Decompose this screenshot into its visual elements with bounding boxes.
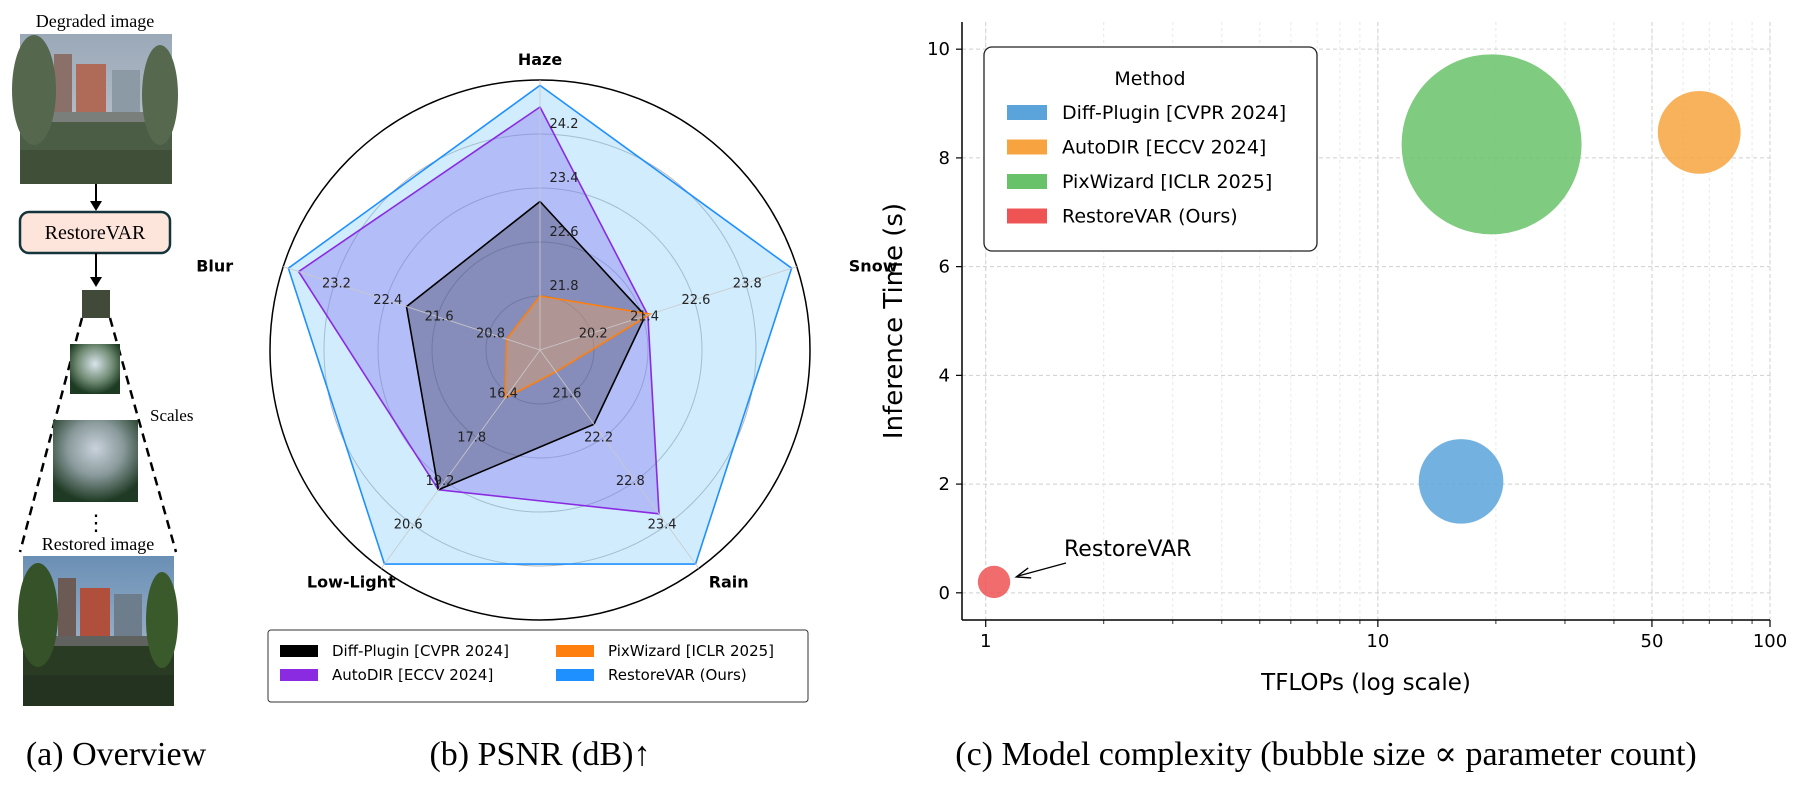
radar-tick-label: 20.2	[579, 326, 608, 341]
radar-axis-label-haze: Haze	[518, 50, 563, 69]
legend-swatch-restorevar-ours	[1007, 208, 1047, 224]
radar-spoke	[539, 349, 700, 569]
legend-label-diff-plugin-cvpr-2024: Diff-Plugin [CVPR 2024]	[332, 642, 509, 660]
overview-panel: Degraded image RestoreVAR Scales ⋮ Resto…	[12, 11, 207, 773]
legend-label-restorevar-ours: RestoreVAR (Ours)	[608, 666, 747, 684]
legend-label-autodir-eccv-2024: AutoDIR [ECCV 2024]	[1062, 137, 1266, 159]
x-tick-label: 100	[1753, 631, 1787, 652]
radar-axis-label-low-light: Low-Light	[307, 572, 396, 591]
y-axis-label: Inference Time (s)	[879, 203, 909, 439]
radar-tick-label: 21.8	[550, 279, 579, 294]
x-axis-label: TFLOPs (log scale)	[1260, 670, 1471, 696]
degraded-image-label: Degraded image	[36, 11, 154, 31]
radar-tick-label: 23.2	[322, 276, 351, 291]
radar-chart: 21.8 22.6 23.4 24.2 20.2 21.4 22.6 23.8 21.6 22.2…	[196, 50, 898, 703]
radar-tick-label: 22.2	[584, 430, 613, 445]
y-tick-label: 0	[939, 583, 950, 604]
scale-image-large	[53, 420, 138, 502]
radar-caption: (b) PSNR (dB)↑	[429, 736, 650, 773]
radar-tick-label: 24.2	[550, 117, 579, 132]
bubble-autodir-eccv-2024	[1657, 90, 1741, 174]
radar-tick-label: 21.6	[552, 387, 581, 402]
radar-tick-label: 22.4	[373, 293, 402, 308]
legend-label-autodir-eccv-2024: AutoDIR [ECCV 2024]	[332, 666, 493, 684]
legend-swatch-restorevar-ours	[556, 669, 594, 681]
bubble-restorevar-ours	[977, 565, 1011, 599]
model-label: RestoreVAR	[45, 222, 146, 244]
overview-caption: (a) Overview	[26, 736, 207, 773]
legend-label-pixwizard-iclr-2025: PixWizard [ICLR 2025]	[608, 642, 774, 660]
x-tick-label: 10	[1366, 631, 1389, 652]
radar-axis-label-rain: Rain	[709, 572, 749, 591]
x-tick-label: 1	[980, 631, 991, 652]
legend-label-restorevar-ours: RestoreVAR (Ours)	[1062, 206, 1238, 228]
bubble-legend: Method Diff-Plugin [CVPR 2024] AutoDIR [EC…	[983, 46, 1318, 252]
radar-tick-label: 20.8	[476, 326, 505, 341]
ellipsis: ⋮	[85, 510, 107, 535]
scales-label: Scales	[150, 406, 193, 425]
scale-image-medium	[70, 344, 120, 394]
radar-tick-label: 19.2	[425, 474, 454, 489]
legend-swatch-diff-plugin-cvpr-2024	[280, 645, 318, 657]
radar-tick-label: 23.8	[733, 276, 762, 291]
radar-axis-label-snow: Snow	[849, 257, 898, 276]
legend-swatch-diff-plugin-cvpr-2024	[1007, 105, 1047, 120]
radar-series-autodir-eccv-2024	[297, 105, 660, 515]
x-tick-label: 50	[1641, 631, 1664, 652]
bubble-diff-plugin-cvpr-2024	[1418, 439, 1504, 524]
annotation-arrow	[1018, 562, 1067, 577]
radar-tick-label: 22.8	[616, 474, 645, 489]
radar-tick-label: 22.6	[681, 293, 710, 308]
radar-tick-label: 20.6	[394, 518, 423, 533]
bubble-caption: (c) Model complexity (bubble size ∝ para…	[955, 736, 1696, 773]
radar-tick-label: 21.4	[630, 310, 659, 325]
legend-swatch-autodir-eccv-2024	[280, 669, 318, 681]
legend-label-diff-plugin-cvpr-2024: Diff-Plugin [CVPR 2024]	[1062, 102, 1286, 124]
y-tick-label: 10	[927, 39, 950, 60]
degraded-image	[12, 34, 178, 184]
annotation-label: RestoreVAR	[1064, 537, 1191, 562]
radar-spoke	[539, 266, 797, 351]
radar-spoke	[380, 349, 541, 569]
y-tick-label: 8	[939, 148, 950, 169]
radar-tick-label: 17.8	[457, 430, 486, 445]
radar-tick-label: 22.6	[550, 225, 579, 240]
legend-label-pixwizard-iclr-2025: PixWizard [ICLR 2025]	[1062, 171, 1272, 193]
legend-swatch-pixwizard-iclr-2025	[556, 645, 594, 657]
radar-series-pixwizard-iclr-2025	[504, 295, 653, 400]
radar-tick-label: 16.4	[489, 387, 518, 402]
y-tick-label: 6	[939, 257, 950, 278]
legend-swatch-pixwizard-iclr-2025	[1007, 174, 1047, 189]
radar-spoke	[283, 266, 541, 351]
bubble-chart: 0 2 4 6 8 10 1 10 50 100 TFLOPs (log scale) Inferen…	[879, 22, 1787, 696]
radar-tick-label: 21.6	[425, 310, 454, 325]
radar-tick-label: 23.4	[550, 171, 579, 186]
radar-axis-label-blur: Blur	[196, 257, 233, 276]
radar-legend: Diff-Plugin [CVPR 2024] AutoDIR [ECCV 202…	[267, 629, 809, 703]
y-tick-label: 2	[939, 474, 950, 495]
restored-image-label: Restored image	[42, 534, 154, 554]
bubble-pixwizard-iclr-2025	[1401, 54, 1582, 235]
legend-title: Method	[1114, 68, 1185, 90]
radar-tick-label: 23.4	[648, 518, 677, 533]
y-tick-label: 4	[939, 365, 950, 386]
legend-swatch-autodir-eccv-2024	[1007, 139, 1047, 155]
restored-image	[18, 556, 178, 706]
scale-token-small	[82, 290, 110, 318]
